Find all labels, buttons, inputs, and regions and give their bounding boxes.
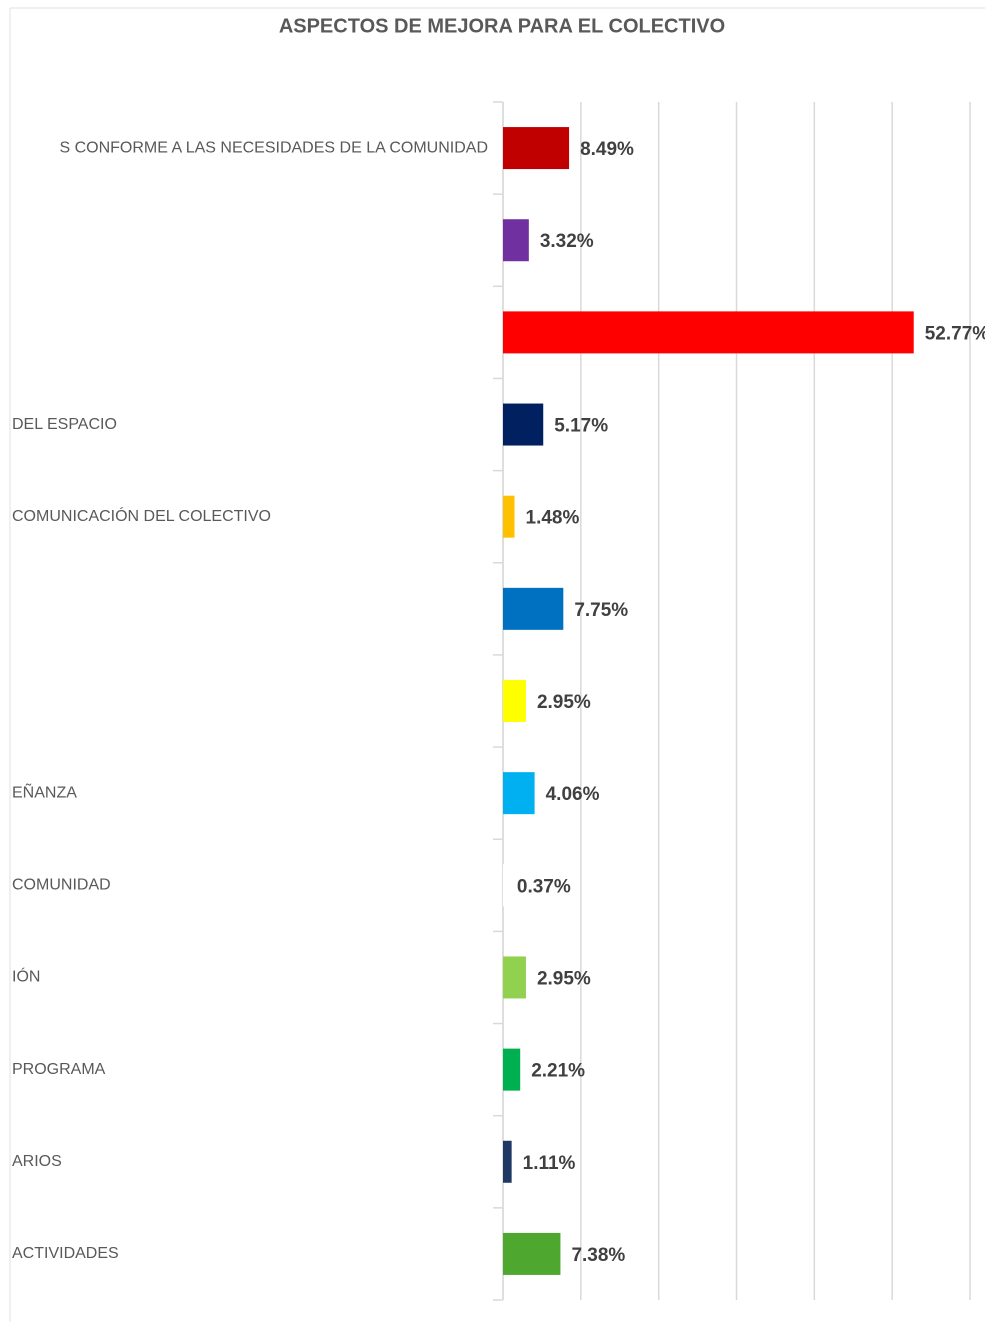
data-label: 1.48%: [526, 508, 580, 529]
y-tick-label: COMUNIDAD: [12, 877, 111, 894]
bar: [503, 680, 526, 722]
data-label: 2.95%: [537, 968, 591, 989]
data-label: 2.95%: [537, 692, 591, 713]
bar: [503, 772, 535, 815]
bar: [503, 864, 506, 907]
chart-title: ASPECTOS DE MEJORA PARA EL COLECTIVO: [279, 15, 725, 37]
bar: [503, 127, 570, 170]
y-tick-label: EÑANZA: [12, 781, 77, 801]
bar: [503, 1140, 512, 1183]
bar: [503, 311, 914, 354]
y-tick-label: IÓN: [12, 967, 40, 986]
data-label: 0.37%: [517, 876, 571, 897]
bar: [503, 1048, 521, 1091]
data-label: 2.21%: [531, 1061, 585, 1082]
data-label: 1.11%: [523, 1153, 576, 1174]
data-label: 8.49%: [580, 139, 634, 160]
y-tick-label: DEL ESPACIO: [12, 416, 117, 433]
y-tick-label: S CONFORME A LAS NECESIDADES DE LA COMUN…: [59, 139, 488, 156]
data-label: 3.32%: [540, 231, 594, 252]
bar: [503, 495, 515, 538]
bar: [503, 1232, 561, 1275]
data-label: 4.06%: [546, 784, 600, 805]
y-tick-label: ARIOS: [12, 1153, 62, 1170]
bar: [503, 219, 529, 262]
bar: [503, 956, 526, 999]
bar: [503, 403, 544, 446]
data-label: 7.75%: [574, 600, 628, 621]
y-tick-label: COMUNICACIÓN DEL COLECTIVO: [12, 506, 271, 525]
data-label: 5.17%: [554, 416, 608, 437]
data-label: 7.38%: [571, 1245, 625, 1266]
bar: [503, 587, 564, 630]
y-tick-label: PROGRAMA: [12, 1061, 106, 1078]
y-tick-label: ACTIVIDADES: [12, 1245, 119, 1262]
data-label: 52.77%: [925, 323, 985, 344]
